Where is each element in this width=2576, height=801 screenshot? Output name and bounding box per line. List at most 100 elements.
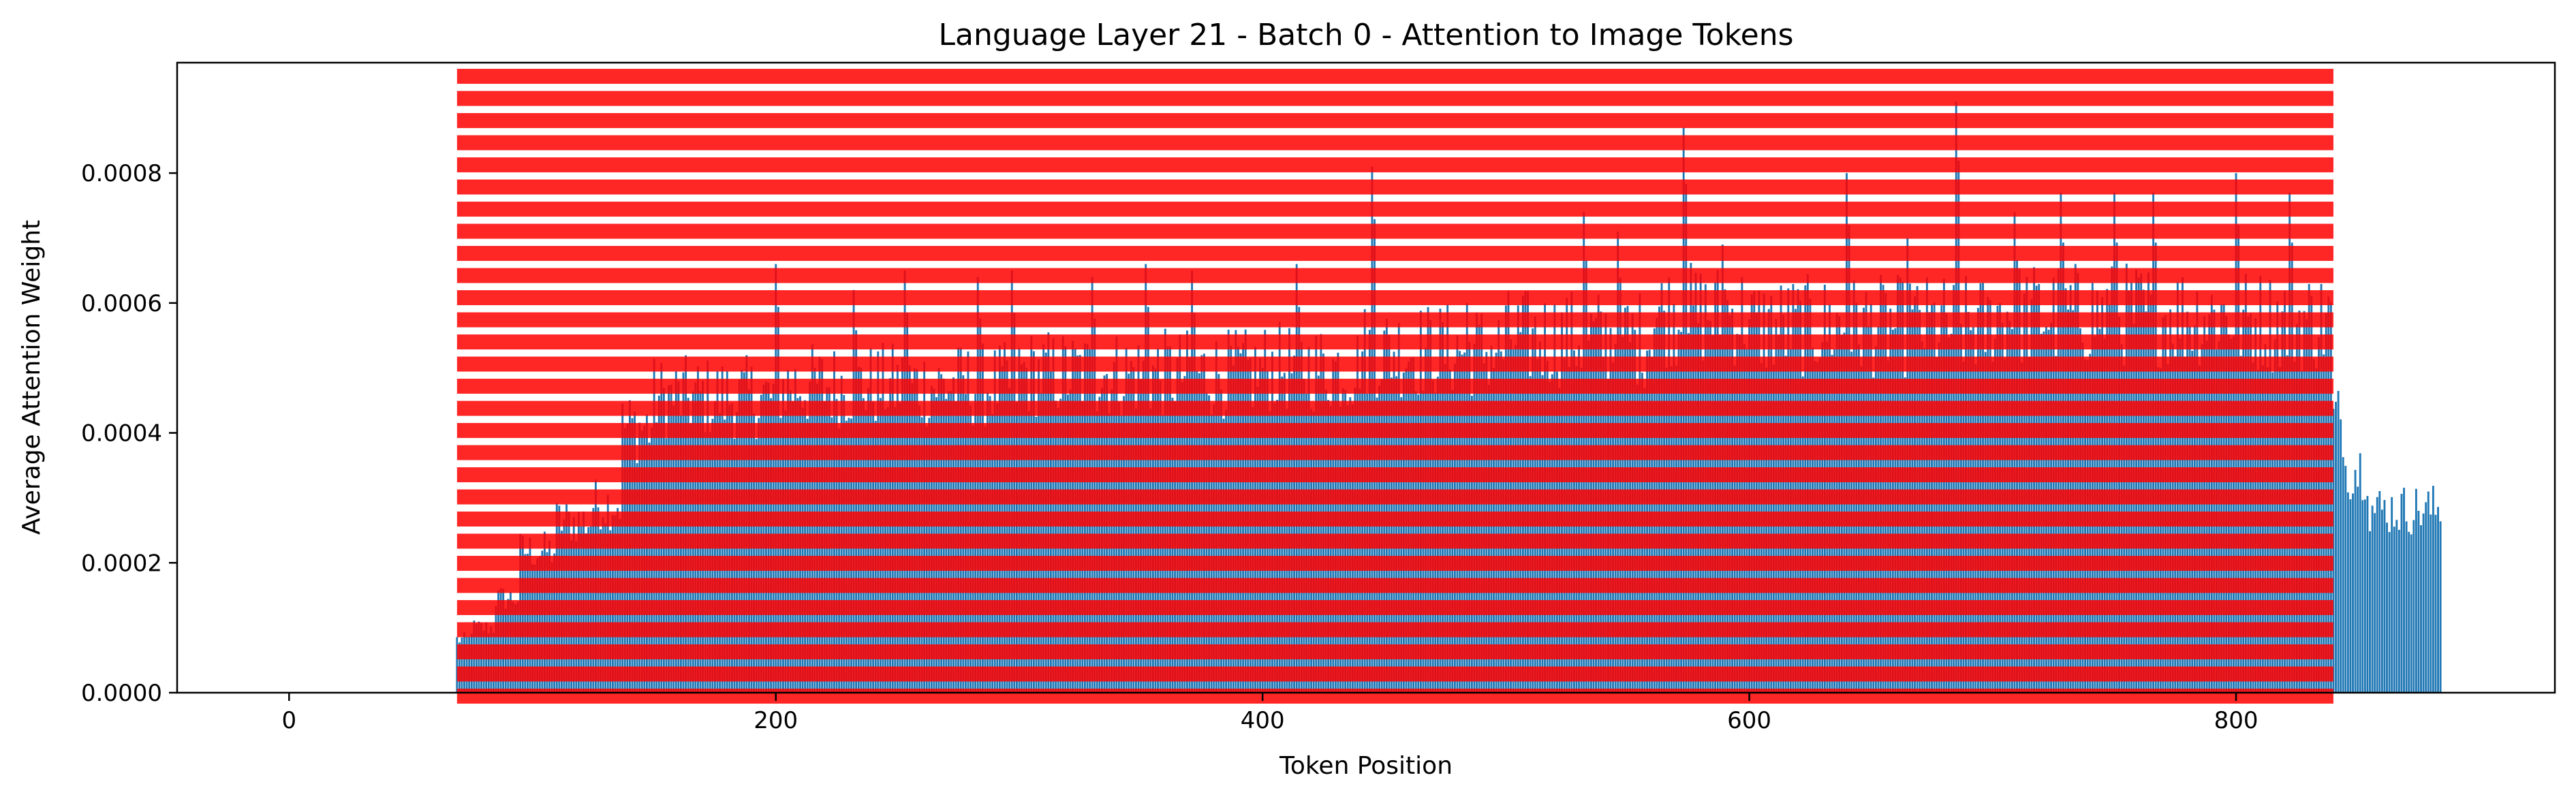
attention-bar: [857, 366, 860, 693]
attention-bar: [784, 410, 787, 693]
attention-bar: [1877, 326, 1880, 693]
attention-bar: [2244, 274, 2247, 693]
attention-bar: [1235, 330, 1237, 693]
attention-bar: [2157, 367, 2160, 693]
attention-bar: [2259, 276, 2262, 693]
y-tick-label: 0.0002: [81, 550, 162, 577]
attention-bar: [2332, 409, 2335, 693]
x-axis-label: Token Position: [1279, 752, 1453, 780]
attention-bar: [1198, 373, 1200, 693]
highlight-stripe: [456, 91, 2333, 106]
attention-bar: [1979, 283, 1982, 693]
attention-bar: [2417, 510, 2420, 693]
highlight-stripe: [456, 290, 2333, 306]
attention-bar: [2439, 521, 2442, 693]
attention-bar: [2130, 282, 2132, 693]
attention-bar: [1970, 330, 1972, 693]
highlight-stripe: [456, 157, 2333, 173]
x-tick-label: 800: [2214, 707, 2259, 734]
attention-bar: [1816, 362, 1819, 693]
attention-bar: [468, 637, 471, 693]
attention-bar: [1402, 372, 1405, 693]
attention-bar: [1162, 415, 1164, 693]
attention-bar: [728, 405, 731, 693]
attention-bar: [558, 505, 561, 693]
highlight-stripe: [456, 400, 2333, 416]
attention-bar: [1453, 363, 1456, 693]
attention-bar: [1897, 274, 1899, 693]
attention-bar: [1405, 368, 1408, 693]
attention-bar: [565, 504, 568, 693]
attention-bar: [779, 418, 782, 693]
attention-bar: [2147, 272, 2150, 693]
attention-bar: [1748, 319, 1751, 693]
attention-bar: [923, 362, 926, 693]
highlight-stripe: [456, 556, 2333, 571]
attention-bar: [855, 330, 858, 693]
attention-bar: [1925, 277, 1928, 693]
attention-bar: [940, 374, 943, 693]
attention-bar: [928, 418, 931, 693]
attention-bar: [750, 366, 753, 693]
highlight-stripe: [456, 666, 2333, 682]
attention-bar: [937, 368, 940, 693]
attention-bar: [806, 418, 809, 693]
attention-bar: [1532, 328, 1534, 693]
attention-bar: [1252, 407, 1254, 693]
attention-bar: [1493, 368, 1495, 693]
attention-bar: [2140, 273, 2143, 693]
attention-bar: [850, 418, 852, 693]
attention-bar: [2256, 370, 2259, 693]
attention-bar: [2252, 362, 2254, 693]
attention-bar: [1288, 328, 1290, 693]
attention-bar: [1483, 363, 1485, 693]
attention-bar: [2199, 365, 2201, 693]
attention-bar: [2132, 324, 2135, 693]
attention-bar: [2269, 280, 2271, 693]
attention-bar: [482, 630, 485, 693]
attention-bar: [2162, 317, 2164, 693]
chart-title: Language Layer 21 - Batch 0 - Attention …: [938, 18, 1793, 52]
attention-bar: [1130, 361, 1132, 693]
attention-bar: [1609, 328, 1612, 693]
attention-bar: [1534, 316, 1536, 693]
attention-bar: [2301, 371, 2303, 693]
attention-bar: [865, 410, 867, 693]
attention-bar: [1677, 329, 1680, 693]
attention-bar: [1001, 366, 1004, 693]
attention-bar: [1592, 321, 1595, 693]
attention-bar: [1882, 285, 1884, 693]
attention-bar: [1760, 363, 1763, 693]
attention-bar: [1775, 319, 1778, 693]
attention-bar: [1575, 366, 1578, 693]
attention-bar: [2359, 453, 2361, 693]
x-axis-ticks: 0 200 400 600 800: [281, 693, 2259, 734]
attention-bar: [470, 633, 473, 693]
attention-bar: [2267, 367, 2269, 693]
attention-bar: [2427, 491, 2430, 693]
attention-bar: [1154, 368, 1157, 693]
attention-bar: [1887, 360, 1889, 693]
attention-bar: [2077, 272, 2079, 693]
attention-bar: [2412, 520, 2415, 693]
attention-bar: [1310, 409, 1313, 693]
attention-bar: [1670, 366, 1673, 693]
highlight-stripe: [456, 489, 2333, 505]
attention-bar: [2001, 323, 2004, 693]
attention-bar: [2320, 283, 2323, 693]
attention-bar: [1266, 371, 1269, 693]
attention-bar: [660, 362, 663, 693]
attention-bar: [1675, 365, 1677, 693]
y-tick-label: 0.0004: [81, 420, 162, 447]
attention-bar: [736, 412, 739, 693]
highlight-stripe: [456, 202, 2333, 217]
attention-bar: [918, 405, 920, 693]
attention-bar: [1707, 319, 1709, 693]
attention-bar: [2415, 488, 2417, 693]
attention-bar: [758, 418, 760, 693]
attention-bar: [1217, 374, 1220, 693]
attention-bar: [1021, 364, 1023, 693]
y-tick-label: 0.0000: [81, 680, 162, 707]
attention-bar: [1972, 326, 1974, 693]
attention-bar: [1006, 360, 1008, 693]
